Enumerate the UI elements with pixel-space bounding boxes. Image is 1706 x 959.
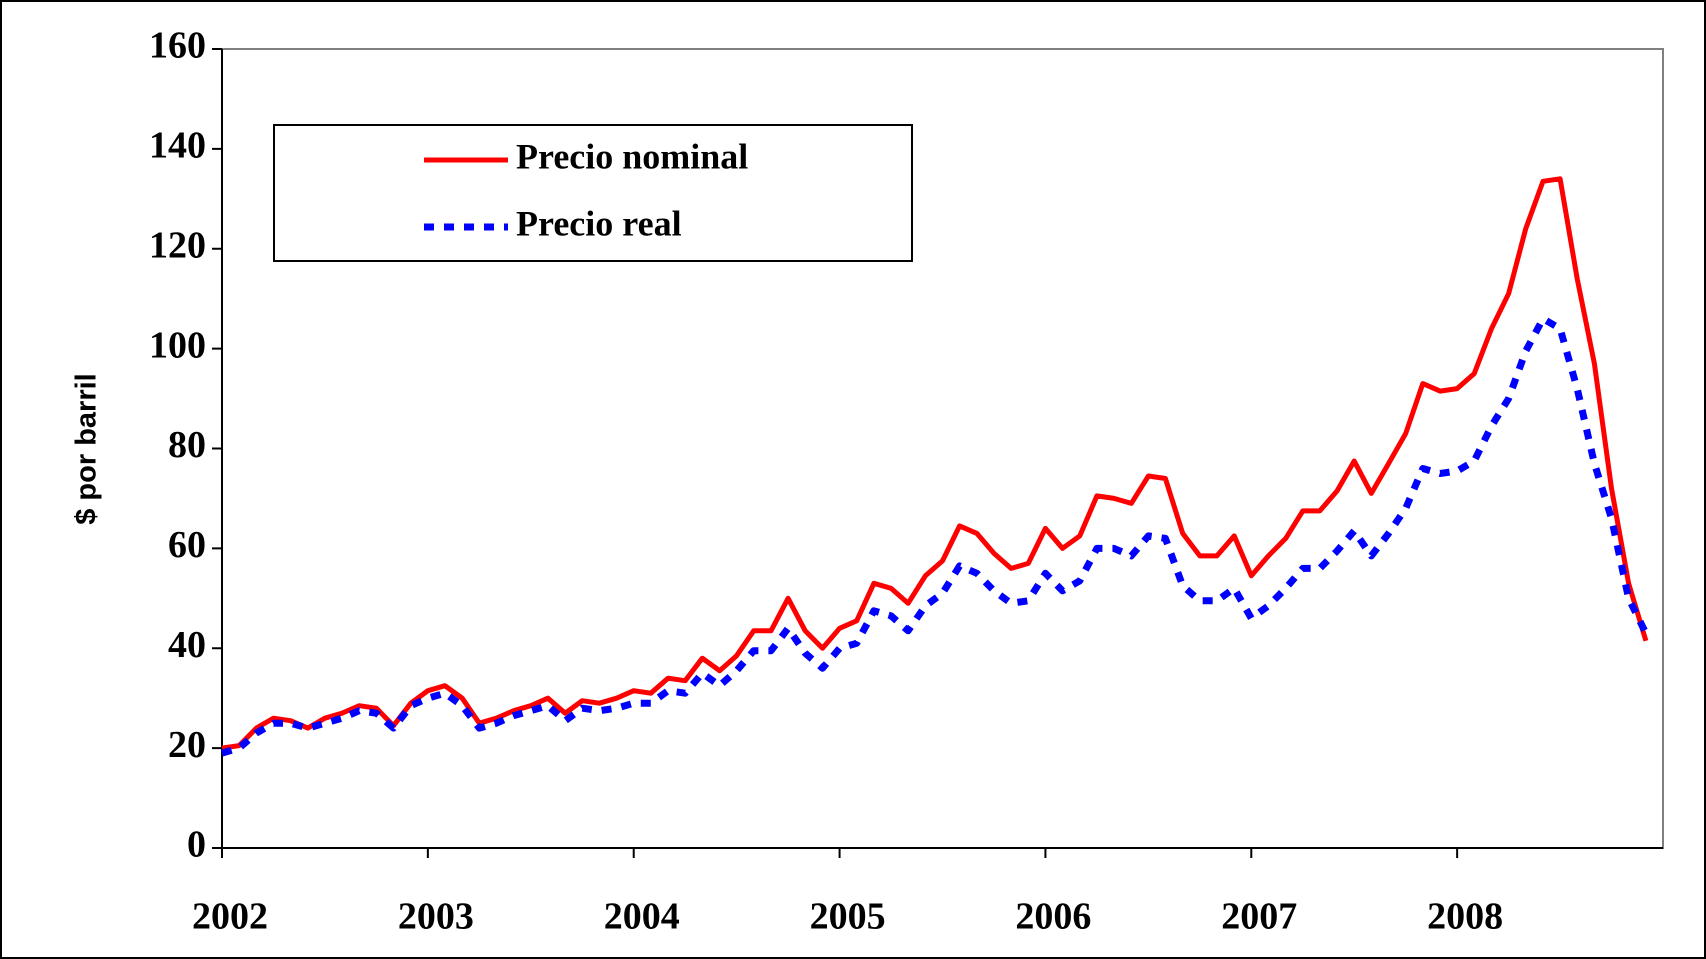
y-tick-label: 20	[168, 724, 206, 766]
y-tick-label: 60	[168, 524, 206, 566]
legend-label: Precio real	[516, 203, 682, 243]
x-tick-label: 2008	[1427, 896, 1503, 938]
y-tick-label: 100	[149, 324, 206, 366]
y-tick-label: 80	[168, 424, 206, 466]
x-tick-label: 2006	[1015, 896, 1091, 938]
y-tick-label: 140	[149, 125, 206, 167]
y-tick-label: 120	[149, 224, 206, 266]
x-tick-label: 2007	[1221, 896, 1297, 938]
line-series	[221, 176, 1649, 751]
legend-box	[273, 124, 913, 262]
x-tick-label: 2003	[398, 896, 474, 938]
legend-label: Precio nominal	[516, 136, 748, 176]
y-tick-label: 40	[168, 624, 206, 666]
y-tick-label: 0	[187, 824, 206, 866]
y-axis-label: $ por barril	[71, 373, 103, 525]
y-tick-label: 160	[149, 25, 206, 67]
x-tick-label: 2002	[192, 896, 268, 938]
x-tick-label: 2004	[604, 896, 680, 938]
line-series	[221, 315, 1650, 757]
x-tick-label: 2005	[810, 896, 886, 938]
